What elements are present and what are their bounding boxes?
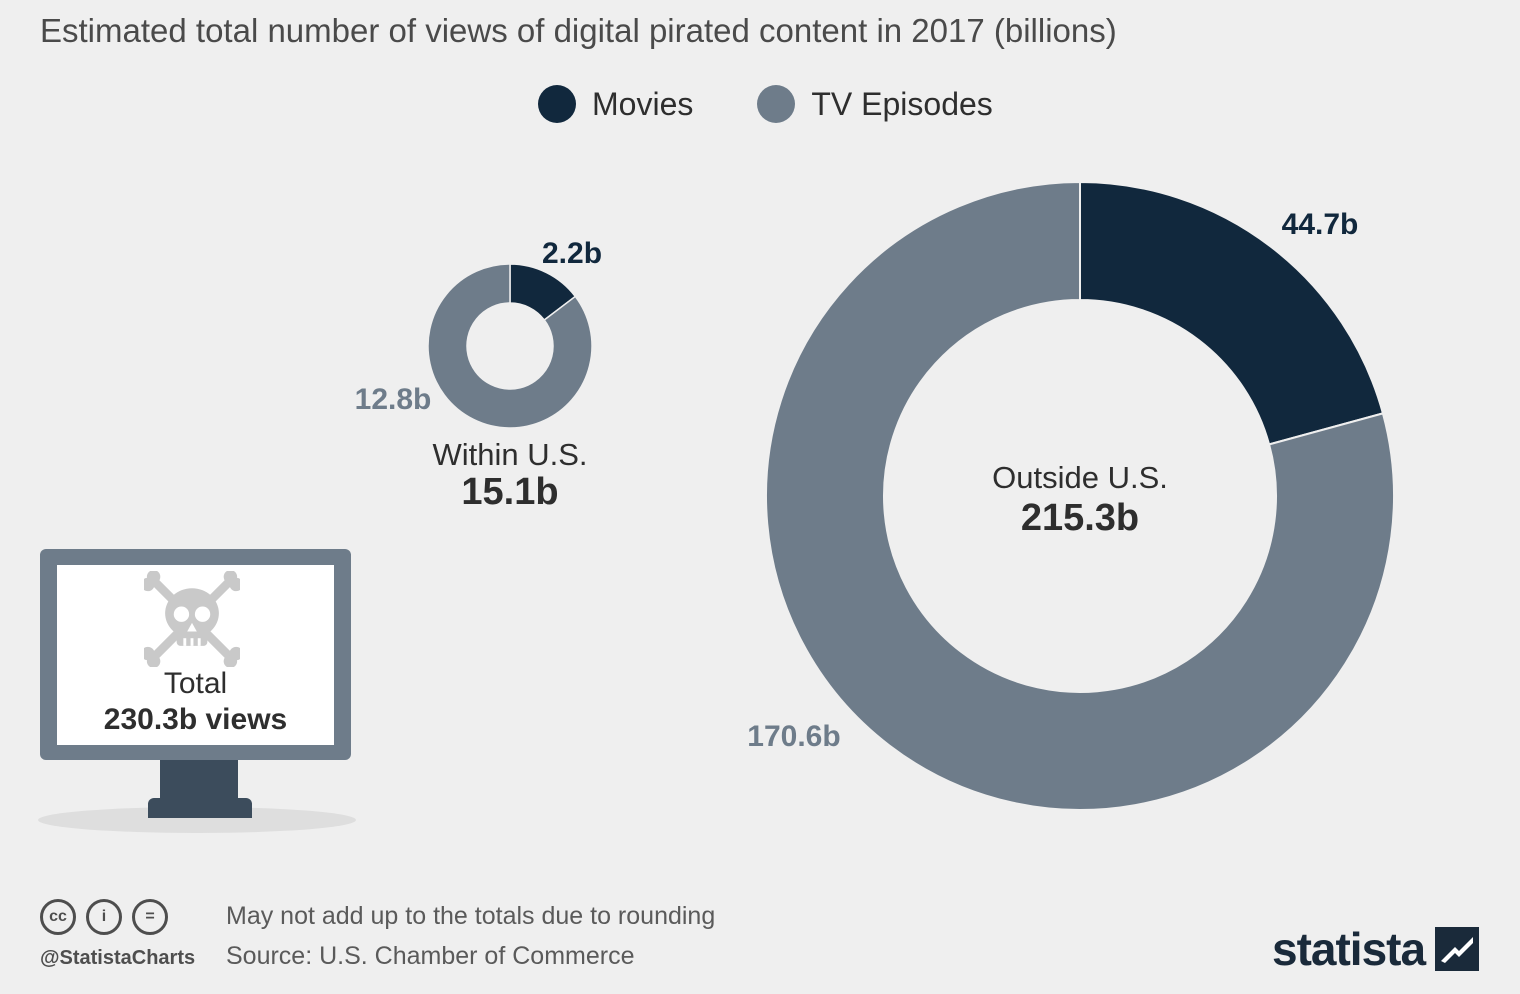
monitor-base <box>148 798 252 818</box>
no-derivatives-icon: = <box>132 899 168 935</box>
slice-label-within-u-s-tv-episodes: 12.8b <box>355 383 432 416</box>
cc-icon: cc <box>40 899 76 935</box>
slice-label-outside-u-s-tv-episodes: 170.6b <box>747 720 840 753</box>
chart-title: Estimated total number of views of digit… <box>40 12 1117 49</box>
legend-swatch-movies <box>538 85 576 123</box>
monitor-neck <box>160 760 238 798</box>
chart-name-outside-u-s: Outside U.S. <box>992 460 1168 495</box>
skull-crossbones-icon <box>144 571 240 667</box>
slice-label-outside-u-s-movies: 44.7b <box>1282 208 1359 241</box>
chart-total-within-u-s: 15.1b <box>461 471 558 513</box>
chart-name-within-u-s: Within U.S. <box>432 437 587 472</box>
total-value: 230.3b views <box>103 703 288 736</box>
legend-item-movies: Movies <box>538 85 693 123</box>
footer-note: May not add up to the totals due to roun… <box>226 902 716 930</box>
legend-label-tv-episodes: TV Episodes <box>811 85 993 122</box>
attribution-icon: i <box>86 899 122 935</box>
brand-name: statista <box>1272 923 1426 975</box>
chart-total-outside-u-s: 215.3b <box>1021 497 1139 539</box>
footer-source: Source: U.S. Chamber of Commerce <box>226 942 635 970</box>
brand-mark-icon <box>1435 927 1480 971</box>
slice-label-within-u-s-movies: 2.2b <box>542 237 602 270</box>
legend-label-movies: Movies <box>592 85 694 122</box>
legend-swatch-tv-episodes <box>757 85 796 123</box>
total-monitor-graphic: Total 230.3b views <box>38 549 356 833</box>
legend: Movies TV Episodes <box>538 84 993 124</box>
license-icons: cc i = <box>40 899 168 935</box>
total-label: Total <box>163 667 228 700</box>
slice-within-u-s-tv-episodes <box>427 263 593 429</box>
brand-logo: statista <box>1272 919 1480 979</box>
slice-outside-u-s-tv-episodes <box>765 180 1395 811</box>
legend-item-tv-episodes: TV Episodes <box>757 85 993 123</box>
slice-outside-u-s-movies <box>1079 180 1385 446</box>
social-handle: @StatistaCharts <box>40 947 196 969</box>
